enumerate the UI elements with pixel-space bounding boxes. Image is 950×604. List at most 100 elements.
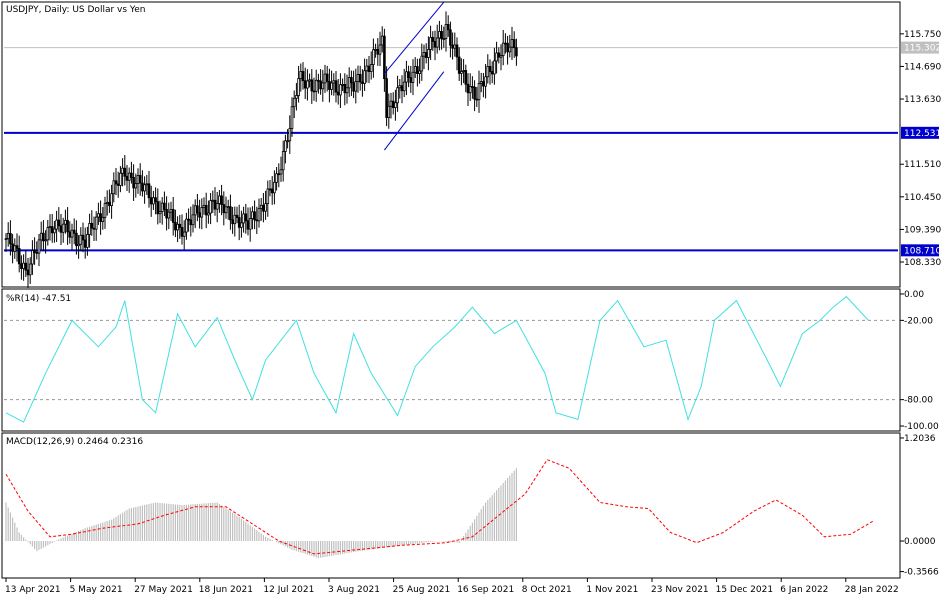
candle-body [438, 31, 441, 39]
candle-body [169, 209, 173, 213]
channel-line[interactable] [384, 71, 445, 151]
candle-body [77, 243, 80, 247]
candle-body [11, 243, 14, 252]
candle-body [33, 250, 36, 253]
candle-body [147, 183, 151, 199]
candle-body [484, 76, 487, 87]
candle-body [163, 202, 166, 210]
price-tick-label: 109.390 [904, 225, 941, 235]
candle-body [374, 48, 377, 51]
candle-body [361, 81, 364, 84]
candle-body [273, 181, 276, 194]
candle-body [380, 35, 384, 46]
candle-body [123, 167, 127, 177]
time-tick-label: 23 Nov 2021 [651, 585, 709, 595]
candle-body [165, 209, 168, 219]
candle-body [149, 197, 153, 205]
candle-body [391, 100, 395, 108]
candle-body [114, 180, 118, 185]
candle-body [108, 201, 111, 207]
candle-body [55, 219, 58, 230]
candle-body [268, 188, 272, 191]
candle-body [499, 55, 503, 58]
candle-body [424, 52, 428, 58]
candle-body [290, 106, 294, 129]
price-tick-label: 111.510 [904, 160, 941, 170]
current-price-tag [901, 41, 939, 54]
level-price-label: 108.710 [904, 246, 941, 256]
price-tick-label: 108.330 [904, 258, 941, 268]
candle-body [24, 262, 28, 271]
candle-body [88, 222, 91, 235]
macd-panel[interactable]: 1.2036 0.0000 -0.3566 MACD(12,26,9) 0.2464… [1, 432, 939, 579]
candle-body [231, 219, 234, 225]
candle-body [154, 197, 157, 203]
candle-body [255, 219, 259, 222]
candle-body [407, 71, 410, 78]
candle-body [262, 204, 265, 212]
candle-body [411, 71, 415, 83]
candle-body [462, 70, 465, 72]
candle-body [46, 227, 50, 241]
candle-body [189, 219, 193, 226]
williams-r-label: %R(14) -47.51 [6, 294, 71, 304]
candle-body [59, 225, 63, 233]
macd-tick-label: 0.0000 [904, 537, 936, 547]
candle-body [110, 193, 113, 207]
candle-body [202, 204, 206, 208]
candle-body [323, 73, 327, 84]
candle-body [145, 183, 149, 186]
price-tick-label: 113.630 [904, 95, 941, 105]
candle-body [264, 203, 267, 212]
candle-body [39, 232, 43, 241]
candle-body [15, 245, 19, 249]
candle-body [475, 98, 479, 101]
candle-body [330, 82, 333, 90]
candle-body [310, 79, 314, 92]
candle-body [453, 44, 457, 49]
channel-line[interactable] [384, 1, 445, 75]
candle-body [334, 80, 338, 93]
candle-body [138, 175, 142, 184]
time-tick-label: 27 May 2021 [134, 585, 193, 595]
candle-body [187, 218, 190, 221]
candle-body [455, 44, 459, 58]
candle-body [68, 231, 72, 238]
williams-r-tick-label: -20.00 [904, 316, 933, 326]
candle-body [4, 238, 8, 241]
candle-body [471, 86, 474, 88]
candle-body [121, 167, 124, 174]
price-tick-label: 114.690 [904, 62, 941, 72]
time-tick-label: 3 Aug 2021 [328, 585, 380, 595]
candle-body [158, 211, 162, 215]
candle-body [488, 66, 492, 72]
candle-body [37, 239, 41, 254]
price-panel[interactable]: 115.750 114.690 113.630 111.510 110.450 109.3… [1, 1, 941, 288]
candle-body [460, 71, 463, 74]
time-tick-label: 25 Aug 2021 [393, 585, 451, 595]
candle-body [308, 79, 311, 82]
candle-body [53, 228, 56, 234]
candle-body [35, 251, 39, 254]
candle-body [339, 84, 342, 96]
candle-body [204, 204, 208, 216]
candle-body [125, 175, 129, 181]
time-tick-label: 15 Dec 2021 [716, 585, 774, 595]
candle-body [6, 233, 10, 240]
candle-body [352, 82, 355, 92]
candle-body [429, 37, 432, 50]
candle-body [224, 206, 228, 214]
candle-body [387, 105, 391, 118]
candle-body [365, 65, 369, 72]
candle-body [306, 80, 309, 89]
time-tick-label: 8 Oct 2021 [522, 585, 572, 595]
candle-body [504, 42, 507, 45]
candle-body [389, 100, 393, 107]
candle-body [119, 172, 122, 186]
williams-r-panel[interactable]: 0.00 -20.00 -80.00 -100.00 %R(14) -47.51 [1, 288, 939, 432]
candle-body [435, 37, 439, 48]
candle-body [284, 140, 287, 152]
candle-body [132, 177, 135, 189]
candle-body [218, 195, 221, 204]
